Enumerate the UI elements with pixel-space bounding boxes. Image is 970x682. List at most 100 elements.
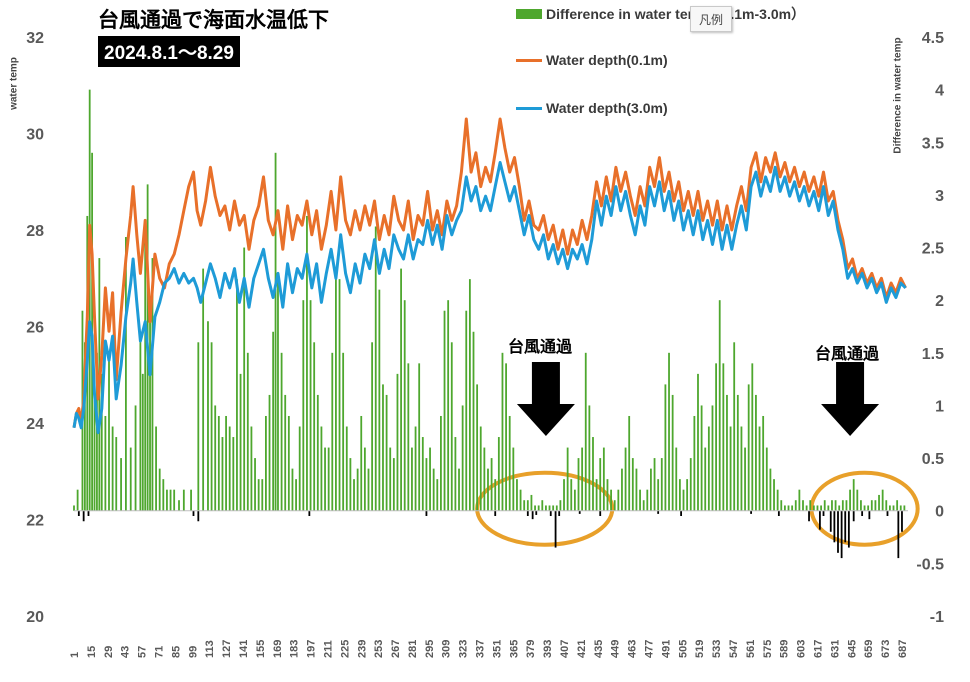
- y-right-tick-label: 2: [935, 293, 944, 310]
- difference-bar: [769, 468, 772, 511]
- legend-item-depth-3-0m[interactable]: Water depth(3.0m): [516, 100, 668, 116]
- difference-bar: [144, 237, 147, 511]
- difference-bar: [83, 342, 86, 511]
- x-tick-label: 15: [86, 646, 98, 658]
- difference-bar: [570, 479, 573, 511]
- difference-bar: [338, 279, 341, 511]
- difference-bar: [295, 479, 297, 511]
- difference-bar: [816, 505, 819, 511]
- legend-swatch-bar: [516, 9, 542, 19]
- difference-bar: [840, 510, 843, 559]
- difference-bar: [856, 489, 859, 511]
- difference-bar: [878, 494, 880, 511]
- difference-bar: [849, 489, 851, 511]
- difference-bar: [124, 237, 127, 511]
- difference-bar: [689, 458, 692, 511]
- difference-bar: [487, 468, 489, 511]
- difference-bar: [892, 505, 895, 511]
- difference-bar: [214, 405, 217, 511]
- x-tick-label: 659: [863, 640, 875, 658]
- difference-bar: [559, 500, 562, 511]
- x-tick-label: 365: [508, 640, 520, 658]
- difference-bar: [454, 437, 457, 511]
- difference-bar: [660, 458, 663, 511]
- legend-item-depth-0-1m[interactable]: Water depth(0.1m): [516, 52, 668, 68]
- difference-bar: [829, 510, 832, 532]
- difference-bar: [324, 447, 326, 511]
- difference-bar: [173, 489, 176, 511]
- highlight-ellipse-2: [809, 470, 920, 547]
- x-tick-label: 225: [339, 640, 351, 658]
- y-left-tick-label: 24: [26, 416, 44, 433]
- x-tick-label: 631: [829, 640, 841, 658]
- difference-bar: [805, 505, 808, 511]
- x-tick-label: 463: [627, 640, 639, 658]
- difference-bar: [88, 89, 91, 511]
- difference-bar: [490, 458, 493, 511]
- y-left-tick-label: 22: [26, 513, 44, 530]
- difference-bar: [115, 437, 118, 511]
- difference-bar: [100, 373, 103, 511]
- difference-bar: [407, 363, 410, 511]
- y-right-tick-label: 3.5: [922, 135, 944, 152]
- difference-bar: [497, 437, 500, 511]
- x-tick-label: 141: [238, 640, 250, 658]
- difference-bar: [149, 310, 151, 511]
- difference-bar: [389, 447, 392, 511]
- difference-bar: [548, 505, 551, 511]
- down-arrow-icon: [516, 362, 575, 436]
- difference-bar: [675, 447, 678, 511]
- difference-bar: [356, 468, 359, 511]
- difference-bar: [874, 500, 877, 511]
- difference-bar: [787, 505, 790, 511]
- difference-bar: [809, 500, 812, 511]
- difference-bar: [210, 342, 213, 511]
- x-tick-label: 127: [221, 640, 233, 658]
- chart-title: 台風通過で海面水温低下: [98, 8, 329, 32]
- difference-bar: [776, 489, 779, 511]
- x-tick-label: 183: [289, 640, 301, 658]
- x-tick-label: 295: [424, 640, 436, 658]
- difference-bar: [501, 352, 504, 511]
- difference-bar: [479, 426, 482, 511]
- y-axis-left-title: water temp: [8, 57, 20, 110]
- difference-bar: [531, 510, 534, 520]
- title-block: 台風通過で海面水温低下 2024.8.1～8.29: [98, 6, 329, 67]
- difference-bar: [833, 510, 836, 543]
- x-tick-label: 645: [846, 640, 858, 658]
- difference-bar: [508, 415, 511, 511]
- difference-bar: [331, 352, 334, 511]
- difference-bar: [610, 489, 612, 511]
- difference-bar: [852, 479, 855, 511]
- legend-item-difference[interactable]: Difference in water temp（0.1m-3.0m）: [516, 4, 805, 24]
- difference-bar: [664, 384, 667, 511]
- legend-label-difference: Difference in water temp（0.1m-3.0m）: [546, 6, 806, 22]
- x-tick-label: 1: [69, 652, 81, 658]
- difference-bar: [530, 494, 533, 511]
- difference-bar: [134, 405, 137, 511]
- difference-bar: [392, 458, 395, 511]
- difference-bar: [73, 505, 75, 511]
- difference-bar: [120, 458, 122, 511]
- difference-bar: [693, 415, 696, 511]
- difference-bar: [682, 489, 685, 511]
- difference-bar: [129, 447, 132, 511]
- difference-bar: [302, 300, 305, 511]
- difference-bar: [750, 510, 752, 514]
- difference-bar: [476, 384, 479, 511]
- x-tick-label: 477: [644, 640, 656, 658]
- difference-bar: [192, 510, 195, 516]
- difference-bar: [808, 510, 810, 522]
- legend-swatch-orange: [516, 58, 542, 62]
- difference-bar: [628, 415, 631, 511]
- difference-bar: [141, 373, 144, 511]
- difference-bar: [613, 500, 616, 511]
- difference-bar: [726, 394, 728, 511]
- difference-bar: [308, 510, 311, 516]
- difference-bar: [740, 426, 743, 511]
- difference-bar: [722, 363, 725, 511]
- difference-bar: [197, 342, 200, 511]
- y-right-tick-label: 3: [935, 188, 944, 205]
- difference-bar: [541, 500, 544, 511]
- difference-bar: [155, 426, 157, 511]
